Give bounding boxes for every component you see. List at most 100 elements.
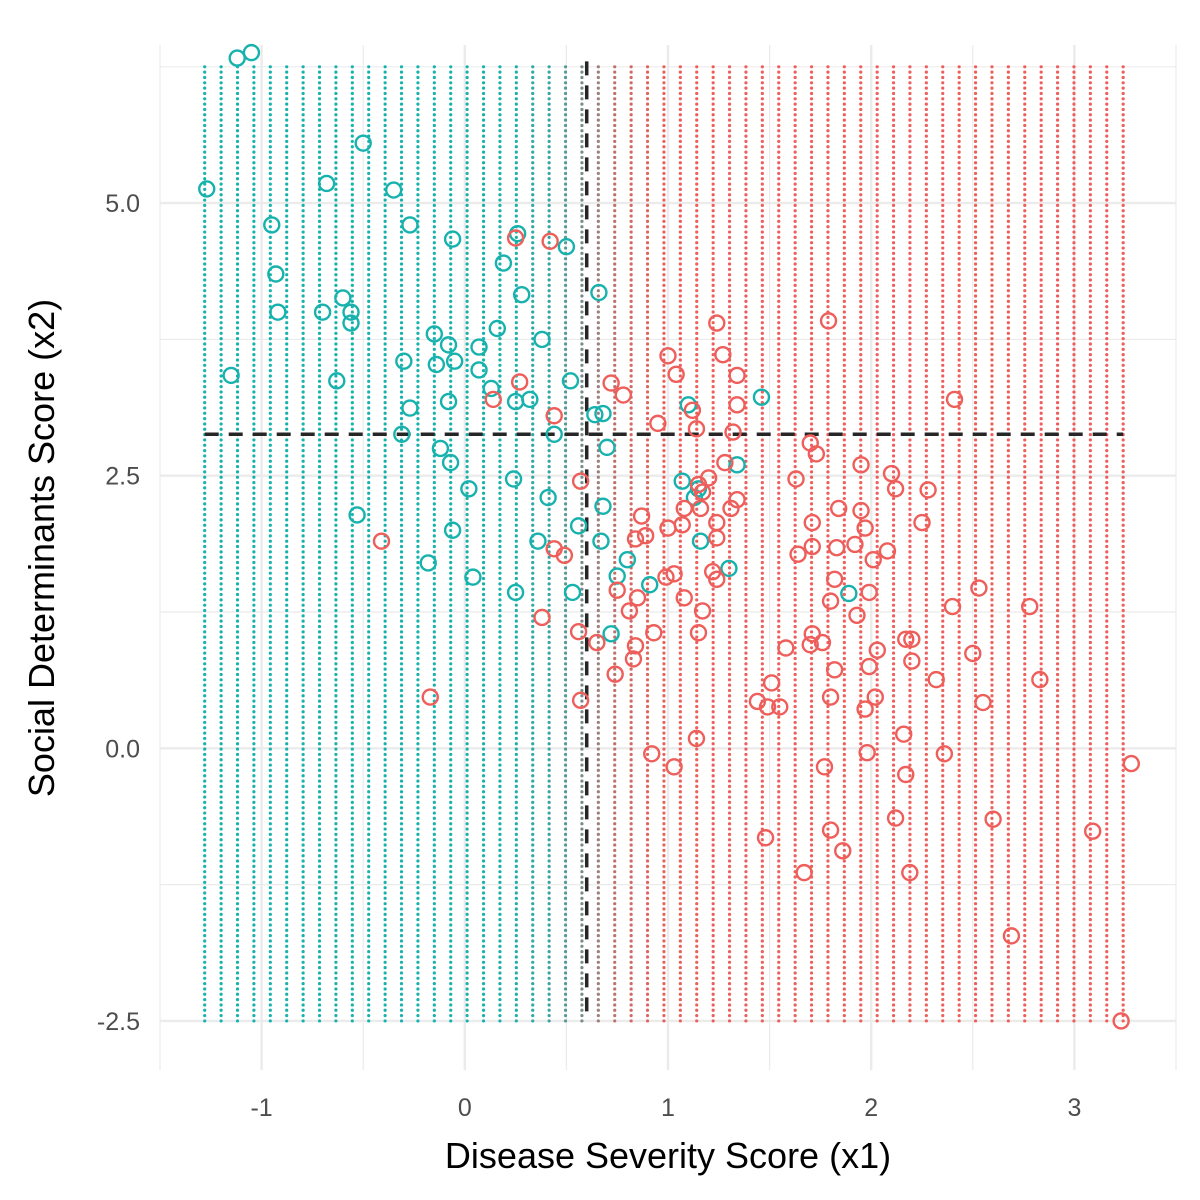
probability-background-grid bbox=[203, 65, 1125, 1023]
point-class-b bbox=[687, 420, 706, 438]
point-class-a bbox=[641, 576, 659, 594]
point-class-a bbox=[592, 532, 610, 550]
point-class-b bbox=[673, 516, 691, 534]
y-tick-labels: -2.5 0.0 2.5 5.0 bbox=[97, 190, 140, 1036]
point-class-b bbox=[815, 758, 834, 776]
point-class-b bbox=[846, 535, 864, 554]
point-class-b bbox=[919, 481, 937, 499]
point-class-b bbox=[693, 483, 712, 501]
point-class-a bbox=[439, 336, 458, 354]
point-class-b bbox=[984, 810, 1002, 828]
point-class-b bbox=[708, 513, 726, 532]
point-class-a bbox=[557, 238, 576, 256]
point-class-b bbox=[927, 670, 945, 689]
y-tick-label: 2.5 bbox=[105, 463, 140, 491]
point-class-a bbox=[427, 355, 446, 374]
point-class-b bbox=[803, 513, 821, 532]
point-class-a bbox=[393, 425, 411, 443]
point-class-b bbox=[827, 538, 846, 557]
point-class-b bbox=[856, 519, 874, 537]
point-class-b bbox=[588, 633, 606, 652]
point-class-a bbox=[752, 388, 771, 406]
point-class-b bbox=[886, 480, 905, 498]
point-class-b bbox=[645, 624, 663, 642]
point-class-b bbox=[913, 513, 931, 532]
point-class-b bbox=[683, 401, 702, 419]
point-class-a bbox=[602, 625, 620, 643]
point-class-a bbox=[419, 554, 437, 572]
point-class-b bbox=[555, 546, 574, 565]
point-class-b bbox=[964, 644, 982, 663]
point-class-b bbox=[852, 501, 870, 520]
point-class-b bbox=[714, 345, 732, 364]
point-class-b bbox=[897, 765, 915, 784]
point-class-a bbox=[395, 352, 413, 370]
point-class-b bbox=[756, 829, 775, 847]
point-class-a bbox=[460, 480, 478, 498]
point-class-b bbox=[421, 688, 439, 706]
point-class-b bbox=[545, 407, 563, 425]
point-class-a bbox=[269, 303, 287, 321]
point-class-b bbox=[620, 602, 639, 620]
point-class-b bbox=[687, 729, 706, 748]
point-class-b bbox=[665, 758, 683, 776]
point-class-b bbox=[1122, 754, 1140, 773]
point-class-b bbox=[748, 692, 767, 711]
point-class-b bbox=[1020, 597, 1039, 616]
point-class-a bbox=[504, 470, 523, 488]
point-class-a bbox=[313, 303, 332, 321]
point-class-a bbox=[354, 134, 372, 152]
point-class-b bbox=[864, 550, 882, 569]
point-class-b bbox=[728, 396, 746, 414]
point-class-a bbox=[342, 303, 360, 321]
point-class-a bbox=[342, 314, 360, 332]
point-class-b bbox=[935, 745, 954, 763]
point-class-b bbox=[728, 491, 746, 509]
point-class-a bbox=[590, 283, 608, 302]
point-class-b bbox=[649, 414, 667, 433]
point-class-a bbox=[401, 216, 419, 234]
grid-lines bbox=[159, 45, 1177, 1070]
point-class-a bbox=[222, 366, 240, 385]
point-class-a bbox=[470, 361, 488, 379]
point-class-a bbox=[529, 532, 547, 550]
point-class-b bbox=[691, 499, 710, 518]
point-class-a bbox=[445, 352, 464, 370]
point-class-b bbox=[665, 565, 683, 583]
x-tick-label: 1 bbox=[661, 1094, 675, 1122]
point-class-b bbox=[858, 743, 876, 762]
point-class-a bbox=[242, 43, 261, 62]
point-class-b bbox=[708, 570, 726, 589]
point-class-b bbox=[722, 499, 740, 518]
point-class-b bbox=[821, 688, 840, 706]
point-class-a bbox=[439, 392, 458, 411]
point-class-b bbox=[868, 641, 886, 659]
point-class-b bbox=[945, 390, 964, 409]
point-class-b bbox=[901, 863, 919, 882]
point-class-a bbox=[494, 254, 513, 272]
point-class-b bbox=[628, 589, 647, 607]
point-class-b bbox=[1083, 822, 1102, 840]
point-class-b bbox=[882, 464, 901, 483]
point-class-b bbox=[659, 347, 677, 365]
point-class-b bbox=[777, 639, 795, 657]
point-class-b bbox=[897, 630, 915, 648]
point-class-b bbox=[626, 637, 645, 655]
point-class-a bbox=[720, 559, 738, 578]
point-class-a bbox=[228, 49, 246, 67]
point-class-b bbox=[1031, 670, 1049, 689]
point-class-a bbox=[594, 497, 612, 515]
x-tick-label: 2 bbox=[864, 1094, 878, 1122]
point-class-a bbox=[506, 392, 525, 411]
point-class-a bbox=[488, 319, 507, 338]
point-class-a bbox=[263, 216, 281, 234]
y-tick-label: 0.0 bbox=[105, 735, 140, 763]
point-class-a bbox=[198, 180, 216, 198]
point-class-b bbox=[571, 691, 590, 710]
point-class-a bbox=[545, 425, 563, 443]
point-class-a bbox=[561, 372, 580, 390]
point-class-a bbox=[334, 289, 352, 307]
point-class-a bbox=[506, 583, 525, 602]
point-class-a bbox=[586, 405, 604, 424]
point-class-b bbox=[789, 545, 807, 563]
